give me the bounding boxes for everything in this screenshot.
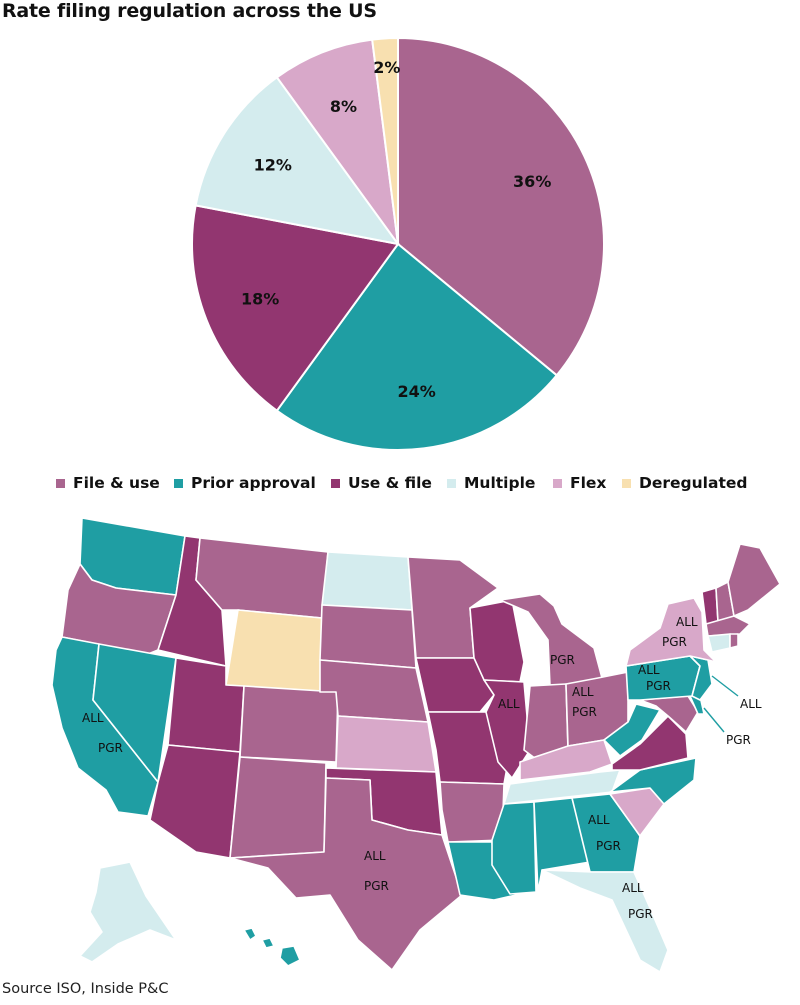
- annotation-il: ALL: [498, 697, 520, 711]
- annotation-fl-2: PGR: [628, 907, 653, 921]
- state-hi: [243, 927, 301, 967]
- state-tx: [229, 777, 463, 971]
- state-az: [149, 744, 241, 859]
- state-sd: [319, 604, 417, 669]
- annotation-oh-1: ALL: [572, 685, 594, 699]
- legend-item-use-file: Use & file: [331, 474, 432, 492]
- legend-swatch: [174, 478, 183, 488]
- pie-label-deregulated: 2%: [373, 58, 400, 77]
- annotation-md: PGR: [726, 733, 751, 747]
- pie-label-use-file: 18%: [241, 290, 279, 309]
- legend: File & use Prior approval Use & file Mul…: [0, 474, 800, 498]
- annotation-oh-2: PGR: [572, 705, 597, 719]
- state-ma: [705, 615, 751, 637]
- legend-swatch: [622, 478, 631, 488]
- pie-label-multiple: 12%: [254, 156, 292, 175]
- annotation-tx-2: PGR: [364, 879, 389, 893]
- state-fl: [541, 869, 669, 973]
- chart-title: Rate filing regulation across the US: [2, 0, 377, 22]
- state-ak: [79, 861, 177, 963]
- legend-label: Flex: [570, 474, 607, 492]
- us-map: ALL PGR ALL PGR ALL PGR ALL PGR ALL PGR …: [51, 517, 781, 973]
- legend-swatch: [56, 478, 65, 488]
- callout-line: [703, 707, 725, 733]
- state-wy: [225, 609, 323, 693]
- callout-line: [711, 675, 739, 697]
- state-nd: [321, 551, 413, 611]
- annotation-mi: PGR: [550, 653, 575, 667]
- state-ar: [439, 781, 505, 843]
- state-ks: [335, 715, 437, 773]
- state-ct: [707, 633, 731, 653]
- annotation-ny-1: ALL: [676, 615, 698, 629]
- state-ri: [729, 633, 739, 649]
- pie-slice-file-use: [397, 36, 605, 377]
- annotation-ca-1: ALL: [82, 711, 104, 725]
- legend-item-flex: Flex: [553, 474, 606, 492]
- annotation-ny-2: PGR: [662, 635, 687, 649]
- state-ia: [415, 657, 495, 713]
- legend-label: Multiple: [464, 474, 536, 492]
- legend-item-prior-approval: Prior approval: [174, 474, 316, 492]
- legend-swatch: [331, 478, 340, 488]
- state-va: [611, 715, 689, 771]
- pie-chart: 36% 24% 18% 12% 8% 2%: [191, 36, 605, 451]
- pie-label-file-use: 36%: [513, 172, 551, 191]
- legend-label: Use & file: [348, 474, 432, 492]
- pie-label-flex: 8%: [330, 97, 357, 116]
- pie-slice-flex: [275, 38, 399, 245]
- legend-item-deregulated: Deregulated: [622, 474, 747, 492]
- pie-label-prior-approval: 24%: [397, 382, 435, 401]
- annotation-pa-2: PGR: [646, 679, 671, 693]
- annotation-tx-1: ALL: [364, 849, 386, 863]
- legend-item-multiple: Multiple: [447, 474, 535, 492]
- state-tn: [503, 769, 621, 805]
- source-note: Source ISO, Inside P&C: [2, 981, 169, 997]
- state-ny: [625, 597, 717, 667]
- annotation-ga-1: ALL: [588, 813, 610, 827]
- annotation-fl-1: ALL: [622, 881, 644, 895]
- annotation-pa-1: ALL: [638, 663, 660, 677]
- legend-label: Prior approval: [191, 474, 316, 492]
- pie-slice-multiple: [194, 75, 401, 246]
- pie-slice-use-file: [191, 204, 400, 413]
- annotation-ga-2: PGR: [596, 839, 621, 853]
- annotation-nj: ALL: [740, 697, 762, 711]
- state-al: [533, 797, 591, 893]
- legend-label: Deregulated: [639, 474, 748, 492]
- legend-label: File & use: [73, 474, 160, 492]
- annotation-ca-2: PGR: [98, 741, 123, 755]
- legend-item-file-use: File & use: [56, 474, 160, 492]
- state-nm: [229, 756, 327, 859]
- state-me: [727, 543, 781, 617]
- pie-slice-deregulated: [371, 36, 399, 245]
- state-co: [239, 685, 339, 763]
- legend-swatch: [447, 478, 456, 488]
- pie-slice-prior-approval: [275, 242, 559, 451]
- legend-swatch: [553, 478, 562, 488]
- state-il: [483, 679, 531, 779]
